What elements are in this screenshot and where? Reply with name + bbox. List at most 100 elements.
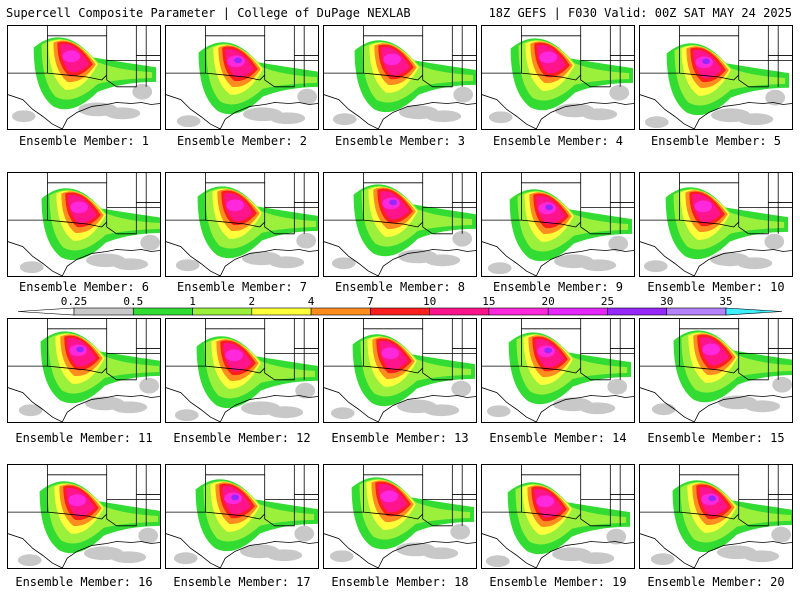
state-border bbox=[47, 511, 107, 520]
scp-gray-area bbox=[294, 525, 315, 542]
state-border bbox=[699, 26, 740, 37]
state-border bbox=[383, 465, 424, 476]
scp-gray-area bbox=[267, 406, 304, 419]
colorbar-tick-label: 30 bbox=[660, 296, 673, 308]
state-border bbox=[324, 182, 384, 221]
scp-gray-area bbox=[609, 84, 630, 101]
state-border bbox=[264, 328, 275, 381]
colorbar-segment bbox=[488, 307, 549, 316]
scp-gray-area bbox=[772, 376, 792, 393]
state-border bbox=[482, 533, 537, 568]
scp-gray-area bbox=[737, 113, 774, 126]
state-border bbox=[748, 26, 769, 88]
state-border bbox=[432, 173, 453, 235]
state-border bbox=[521, 511, 581, 520]
colorbar-segment bbox=[192, 307, 253, 316]
member-label: Ensemble Member: 12 bbox=[173, 431, 311, 445]
scp-magenta-area bbox=[702, 343, 720, 356]
scp-gray-area bbox=[450, 523, 471, 540]
member-label: Ensemble Member: 5 bbox=[650, 134, 782, 148]
state-border bbox=[61, 395, 160, 422]
state-border bbox=[422, 182, 433, 235]
scp-map bbox=[324, 173, 476, 276]
member-map-panel bbox=[481, 25, 635, 130]
state-border bbox=[363, 219, 423, 228]
scp-gray-area bbox=[580, 259, 617, 272]
state-border bbox=[363, 511, 423, 520]
scp-magenta-area bbox=[694, 200, 713, 213]
scp-gray-area bbox=[650, 553, 675, 566]
colorbar-segment bbox=[429, 307, 490, 316]
member-label: Ensemble Member: 14 bbox=[489, 431, 627, 445]
scp-map bbox=[640, 465, 792, 568]
scp-gray-area bbox=[608, 235, 629, 252]
member-map-panel bbox=[481, 464, 635, 569]
state-border bbox=[535, 541, 634, 568]
member-map-panel bbox=[323, 464, 477, 569]
member-label: Ensemble Member: 13 bbox=[331, 431, 469, 445]
state-border bbox=[521, 72, 581, 81]
state-border bbox=[166, 387, 221, 422]
member-map-panel bbox=[481, 172, 635, 277]
scp-map bbox=[482, 26, 634, 129]
colorbar-tick-label: 4 bbox=[308, 296, 315, 308]
scp-gray-area bbox=[581, 108, 618, 121]
state-border bbox=[748, 465, 769, 527]
state-border bbox=[541, 26, 582, 37]
scp-gray-area bbox=[18, 404, 43, 417]
state-border bbox=[693, 541, 792, 568]
scp-magenta-area bbox=[226, 199, 244, 212]
scp-magenta-area bbox=[68, 494, 86, 507]
state-border bbox=[8, 328, 68, 367]
member-map-panel bbox=[7, 464, 161, 569]
state-border bbox=[47, 72, 107, 81]
state-border bbox=[324, 35, 384, 74]
state-border bbox=[699, 319, 740, 330]
state-border bbox=[679, 72, 739, 81]
state-border bbox=[47, 365, 107, 374]
state-border bbox=[61, 541, 160, 568]
state-border bbox=[640, 35, 700, 74]
state-border bbox=[738, 35, 749, 88]
state-border bbox=[590, 465, 611, 527]
scp-gray-area bbox=[764, 233, 785, 250]
scp-map bbox=[324, 26, 476, 129]
member-map-panel bbox=[639, 464, 793, 569]
colorbar: 0.25 0.5 1 2 4 7 10 15 20 25 30 35 bbox=[14, 296, 790, 318]
state-border bbox=[274, 465, 295, 527]
scp-gray-area bbox=[453, 86, 474, 103]
state-border bbox=[482, 328, 542, 367]
scp-gray-area bbox=[139, 377, 160, 394]
state-border bbox=[8, 94, 63, 129]
state-border bbox=[693, 395, 792, 422]
scp-gray-area bbox=[736, 257, 773, 270]
scp-gray-area bbox=[266, 549, 303, 562]
state-border bbox=[8, 35, 68, 74]
colorbar-segment bbox=[17, 307, 75, 316]
scp-map bbox=[324, 319, 476, 422]
state-border bbox=[67, 319, 108, 330]
colorbar-tick-label: 20 bbox=[542, 296, 555, 308]
state-border bbox=[377, 102, 476, 129]
state-border bbox=[324, 328, 384, 367]
scp-magenta-area bbox=[381, 347, 400, 360]
state-border bbox=[116, 465, 137, 527]
scp-gray-area bbox=[644, 116, 669, 129]
colorbar-tick-label: 35 bbox=[719, 296, 732, 308]
scp-gray-area bbox=[295, 382, 316, 399]
scp-gray-area bbox=[743, 550, 780, 563]
state-border bbox=[640, 533, 695, 568]
state-border bbox=[225, 319, 266, 330]
scp-gray-area bbox=[425, 110, 462, 123]
state-border bbox=[432, 26, 453, 88]
scp-gray-area bbox=[651, 403, 676, 416]
colorbar-tick-label: 2 bbox=[249, 296, 256, 308]
state-border bbox=[166, 182, 226, 221]
colorbar-segment bbox=[251, 307, 312, 316]
scp-gray-area bbox=[111, 401, 148, 414]
colorbar-tick-label: 1 bbox=[189, 296, 196, 308]
state-border bbox=[8, 241, 63, 276]
state-border bbox=[166, 35, 226, 74]
state-border bbox=[679, 365, 739, 374]
